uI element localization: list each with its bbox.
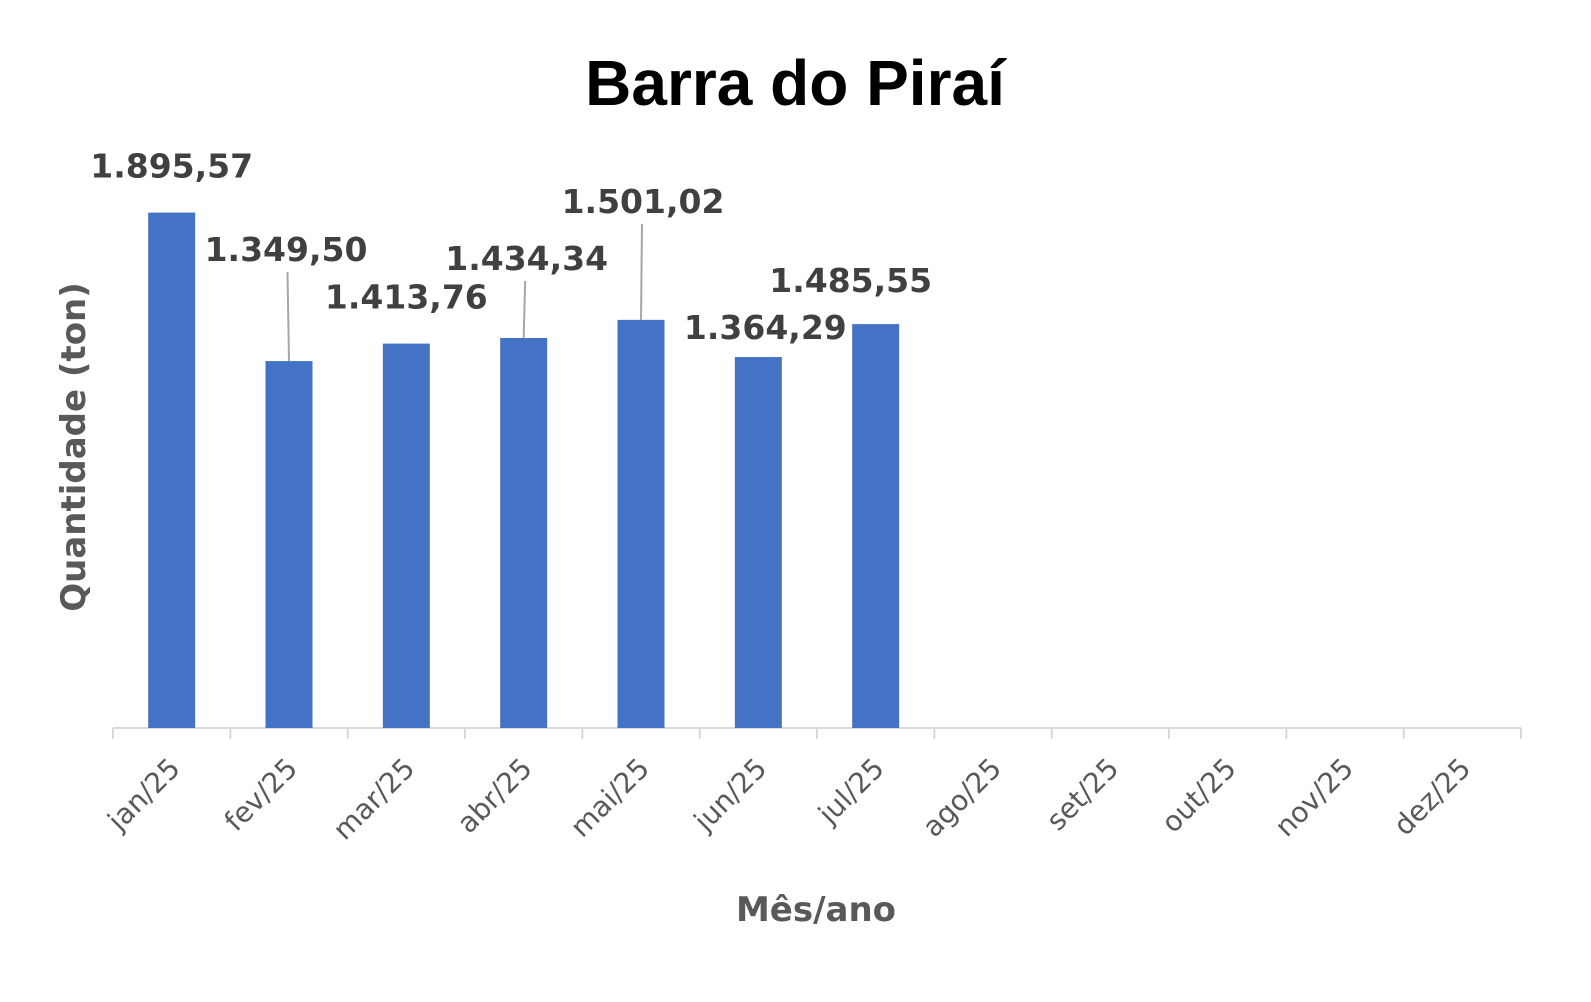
- bar: [265, 361, 313, 728]
- data-label: 1.485,55: [769, 261, 932, 300]
- x-tick-label: out/25: [1155, 752, 1243, 840]
- x-tick-label: mai/25: [564, 752, 656, 844]
- plot-area: jan/25 1.895,57 fev/25 1.349,50 mar/25 1.413,…: [90, 147, 1522, 847]
- leader-line: [522, 280, 527, 339]
- bar: [617, 319, 665, 728]
- x-tick-label: dez/25: [1387, 752, 1477, 842]
- x-tick-label: jun/25: [687, 752, 774, 839]
- bar: [852, 324, 900, 728]
- data-label: 1.413,76: [325, 278, 488, 317]
- x-tick-label: jan/25: [101, 752, 187, 838]
- chart-title: Barra do Piraí: [585, 47, 1007, 119]
- data-label: 1.895,57: [90, 147, 253, 186]
- x-tick-label: jul/25: [811, 752, 890, 831]
- data-label: 1.364,29: [684, 308, 847, 347]
- x-tick-label: nov/25: [1268, 752, 1360, 844]
- x-tick-label: ago/25: [916, 752, 1008, 844]
- y-axis-title: Quantidade (ton): [54, 282, 94, 612]
- x-tick-label: fev/25: [218, 752, 304, 838]
- bar: [734, 357, 782, 728]
- x-axis-title: Mês/ano: [736, 890, 896, 930]
- data-label: 1.501,02: [562, 182, 725, 221]
- x-tick-label: set/25: [1040, 752, 1125, 837]
- data-label: 1.434,34: [445, 239, 608, 278]
- bar: [500, 338, 548, 728]
- bar: [148, 212, 196, 729]
- x-tick-label: mar/25: [327, 752, 422, 847]
- bar: [382, 343, 430, 728]
- data-label: 1.349,50: [205, 230, 368, 269]
- x-tick-label: abr/25: [451, 752, 539, 840]
- leader-line: [286, 272, 290, 362]
- leader-line: [640, 223, 643, 320]
